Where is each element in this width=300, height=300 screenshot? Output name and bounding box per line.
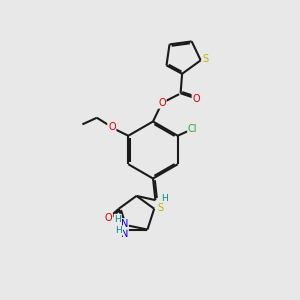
Text: Cl: Cl — [188, 124, 197, 134]
Text: S: S — [157, 202, 163, 213]
Text: N: N — [121, 219, 128, 229]
Text: O: O — [192, 94, 200, 104]
Text: H: H — [114, 214, 121, 224]
Text: N: N — [121, 229, 128, 239]
Text: O: O — [108, 122, 116, 132]
Text: O: O — [158, 98, 166, 108]
Text: H: H — [161, 194, 168, 203]
Text: H: H — [116, 226, 122, 235]
Text: S: S — [202, 54, 208, 64]
Text: O: O — [104, 213, 112, 224]
